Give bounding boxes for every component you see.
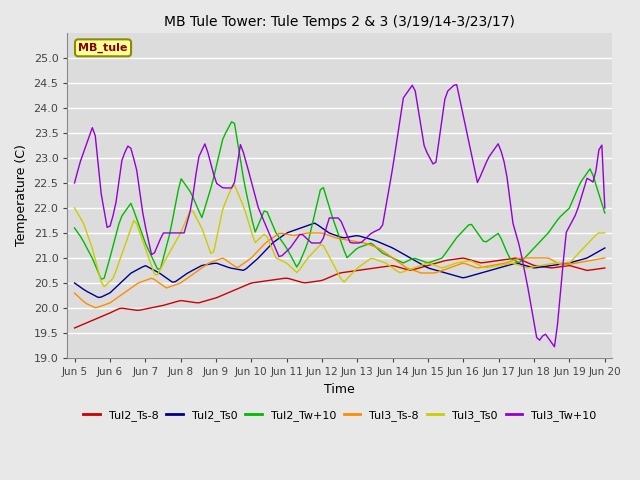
Tul2_Ts-8: [545, 264, 552, 270]
Tul3_Ts0: [136, 229, 143, 235]
Line: Tul3_Ts-8: Tul3_Ts-8: [74, 233, 605, 308]
Tul3_Tw+10: [453, 82, 461, 87]
Tul2_Ts-8: [180, 298, 188, 304]
Tul3_Tw+10: [79, 150, 87, 156]
Tul3_Ts-8: [183, 276, 191, 281]
Tul2_Tw+10: [79, 239, 87, 244]
Tul3_Ts0: [589, 235, 597, 241]
Tul2_Ts0: [136, 265, 143, 271]
Tul3_Ts0: [183, 215, 191, 220]
Line: Tul2_Tw+10: Tul2_Tw+10: [74, 122, 605, 279]
Tul3_Tw+10: [589, 179, 597, 185]
Tul2_Ts0: [275, 236, 283, 241]
X-axis label: Time: Time: [324, 383, 355, 396]
Legend: Tul2_Ts-8, Tul2_Ts0, Tul2_Tw+10, Tul3_Ts-8, Tul3_Ts0, Tul3_Tw+10: Tul2_Ts-8, Tul2_Ts0, Tul2_Tw+10, Tul3_Ts…: [79, 406, 601, 426]
Y-axis label: Temperature (C): Temperature (C): [15, 144, 28, 246]
Tul3_Ts-8: [275, 230, 283, 236]
Tul3_Ts-8: [79, 299, 87, 304]
Tul2_Ts-8: [601, 265, 609, 271]
Tul3_Ts-8: [601, 255, 609, 261]
Tul2_Ts-8: [586, 267, 594, 273]
Tul3_Ts-8: [92, 305, 99, 311]
Line: Tul2_Ts-8: Tul2_Ts-8: [74, 258, 605, 328]
Tul3_Tw+10: [550, 344, 558, 349]
Tul2_Tw+10: [601, 210, 609, 216]
Tul2_Tw+10: [278, 239, 285, 244]
Line: Tul3_Ts0: Tul3_Ts0: [74, 185, 605, 287]
Tul3_Ts-8: [136, 279, 143, 285]
Tul2_Ts-8: [272, 276, 280, 282]
Line: Tul2_Ts0: Tul2_Ts0: [74, 223, 605, 298]
Tul2_Tw+10: [183, 184, 191, 190]
Tul2_Ts0: [548, 263, 556, 268]
Tul2_Tw+10: [70, 225, 78, 231]
Tul3_Ts0: [79, 220, 87, 226]
Tul3_Ts-8: [548, 257, 556, 263]
Tul2_Ts0: [70, 280, 78, 286]
Tul2_Tw+10: [97, 276, 105, 282]
Title: MB Tule Tower: Tule Temps 2 & 3 (3/19/14-3/23/17): MB Tule Tower: Tule Temps 2 & 3 (3/19/14…: [164, 15, 515, 29]
Tul2_Ts-8: [79, 321, 87, 327]
Tul2_Ts0: [589, 252, 597, 258]
Tul3_Ts0: [230, 182, 238, 188]
Tul3_Tw+10: [70, 180, 78, 186]
Tul3_Ts-8: [70, 290, 78, 296]
Text: MB_tule: MB_tule: [78, 43, 128, 53]
Tul2_Ts0: [79, 287, 87, 292]
Tul2_Ts0: [183, 271, 191, 276]
Tul2_Ts-8: [133, 307, 141, 313]
Tul2_Ts0: [601, 245, 609, 251]
Line: Tul3_Tw+10: Tul3_Tw+10: [74, 84, 605, 347]
Tul3_Tw+10: [272, 247, 280, 252]
Tul3_Tw+10: [180, 230, 188, 236]
Tul2_Tw+10: [228, 119, 236, 125]
Tul3_Ts0: [601, 230, 609, 236]
Tul3_Ts0: [548, 261, 556, 266]
Tul3_Ts-8: [305, 230, 312, 236]
Tul3_Tw+10: [601, 205, 609, 211]
Tul2_Tw+10: [548, 226, 556, 231]
Tul2_Ts-8: [70, 325, 78, 331]
Tul3_Ts0: [278, 258, 285, 264]
Tul3_Ts0: [70, 205, 78, 211]
Tul3_Tw+10: [133, 168, 141, 173]
Tul2_Ts0: [94, 295, 102, 300]
Tul3_Ts-8: [589, 257, 597, 263]
Tul2_Ts-8: [512, 255, 520, 261]
Tul2_Ts0: [310, 220, 318, 226]
Tul3_Ts0: [100, 284, 108, 289]
Tul2_Tw+10: [589, 172, 597, 178]
Tul3_Tw+10: [545, 336, 552, 341]
Tul2_Tw+10: [136, 225, 143, 230]
